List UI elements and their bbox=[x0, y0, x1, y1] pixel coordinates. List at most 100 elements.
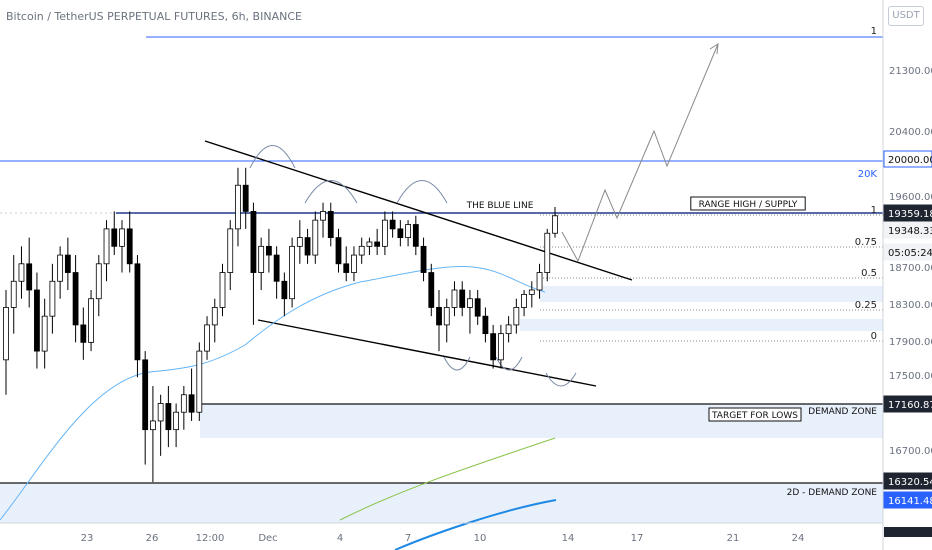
candles-layer bbox=[3, 167, 558, 483]
candle bbox=[80, 324, 87, 343]
range-high-annotation-box bbox=[690, 196, 806, 211]
price-tag: 17160.87 bbox=[888, 400, 932, 411]
candle bbox=[289, 245, 295, 300]
candle bbox=[405, 224, 411, 239]
candle bbox=[111, 228, 118, 247]
currency-button[interactable]: USDT bbox=[888, 6, 924, 26]
candle bbox=[351, 254, 357, 273]
wedge-upper-line bbox=[204, 140, 633, 281]
candle bbox=[304, 237, 311, 256]
candle bbox=[420, 245, 427, 273]
price-tag: 16320.54 bbox=[888, 477, 932, 488]
candle bbox=[397, 228, 404, 239]
candle bbox=[250, 211, 257, 273]
candle bbox=[327, 211, 334, 239]
bottom-arc bbox=[495, 356, 523, 371]
candle bbox=[296, 237, 303, 247]
demand-2d-annotation: 2D - DEMAND ZONE bbox=[787, 488, 878, 498]
bottom-arc bbox=[545, 372, 577, 387]
candle bbox=[320, 211, 326, 221]
time-tick: 24 bbox=[792, 533, 805, 544]
price-tag: 20000.00 bbox=[888, 155, 932, 166]
time-tick: 17 bbox=[631, 533, 644, 544]
demand-zone-2d bbox=[0, 483, 883, 523]
candle bbox=[196, 350, 203, 413]
price-tag-box bbox=[883, 150, 932, 168]
candle bbox=[312, 219, 319, 256]
time-tick: 7 bbox=[405, 533, 411, 544]
price-tick: 21300.00 bbox=[889, 66, 932, 77]
candle bbox=[436, 307, 442, 326]
price-tag-box bbox=[883, 204, 932, 222]
ma-light-line bbox=[0, 265, 546, 521]
candle bbox=[227, 228, 234, 273]
candle bbox=[366, 241, 373, 247]
candle bbox=[204, 324, 210, 352]
top-arc bbox=[396, 180, 448, 204]
price-tick: 19600.00 bbox=[889, 192, 932, 203]
level-20k-label: 20K bbox=[858, 169, 878, 180]
candle bbox=[211, 307, 218, 326]
price-tag-box bbox=[883, 243, 932, 261]
top-arc bbox=[249, 145, 296, 169]
price-axis: 21300.00 20400.00 19600.00 18700.00 18300.00… bbox=[882, 0, 932, 550]
fib-label: 0.5 bbox=[861, 268, 877, 279]
fib-label: 0.25 bbox=[855, 300, 877, 311]
candle bbox=[103, 228, 110, 265]
bottom-arc bbox=[443, 356, 471, 371]
candle bbox=[497, 333, 504, 361]
time-tick: 10 bbox=[474, 533, 487, 544]
candle bbox=[374, 241, 381, 247]
fib-zone-lower bbox=[520, 319, 883, 331]
candle bbox=[173, 411, 180, 431]
candle bbox=[521, 293, 527, 308]
candle bbox=[134, 263, 141, 361]
candle bbox=[544, 232, 551, 273]
candle bbox=[219, 272, 226, 308]
candle bbox=[64, 254, 71, 273]
drawings-layer: 1 0.75 0.5 0.25 0 1 20K THE BLUE LINE RANGE HIGH… bbox=[0, 26, 883, 550]
fib-label: 0.75 bbox=[855, 237, 877, 248]
top-level-label: 1 bbox=[871, 26, 877, 37]
price-tag: 16141.48 bbox=[888, 496, 932, 507]
blue-line-annotation: THE BLUE LINE bbox=[466, 201, 534, 211]
candle bbox=[552, 215, 558, 234]
candle bbox=[389, 219, 396, 230]
price-tag: 19348.33 bbox=[888, 226, 932, 237]
candle bbox=[165, 403, 172, 431]
time-tick: 12:00 bbox=[196, 533, 225, 544]
chart-title: Bitcoin / TetherUS PERPETUAL FUTURES, 6h… bbox=[6, 10, 302, 23]
candle bbox=[180, 394, 187, 413]
candle bbox=[235, 184, 241, 230]
fib-label: 0 bbox=[871, 331, 877, 342]
candle bbox=[242, 184, 249, 212]
candle bbox=[34, 289, 40, 352]
candle bbox=[412, 224, 419, 247]
candle bbox=[72, 272, 79, 326]
ma-green-line bbox=[339, 437, 556, 521]
candle bbox=[343, 263, 350, 273]
demand-zone-annotation: DEMAND ZONE bbox=[808, 407, 877, 417]
candle bbox=[57, 254, 64, 282]
price-tag-box bbox=[883, 491, 932, 509]
top-arc bbox=[304, 180, 358, 204]
candle bbox=[505, 324, 512, 335]
price-tick: 16700.00 bbox=[889, 446, 932, 457]
candle bbox=[513, 307, 520, 326]
candle bbox=[88, 298, 94, 343]
candle bbox=[119, 228, 125, 247]
fib-zone-upper bbox=[540, 286, 883, 302]
price-tick: 18300.00 bbox=[889, 300, 932, 311]
wedge-lower-line bbox=[257, 319, 597, 387]
time-tick: Dec bbox=[258, 533, 277, 544]
candle bbox=[528, 289, 535, 295]
price-tag-box bbox=[883, 472, 932, 490]
candle bbox=[258, 245, 265, 273]
projection-arrow-icon bbox=[709, 43, 719, 55]
candle bbox=[335, 237, 342, 265]
candle bbox=[3, 307, 9, 361]
candle bbox=[490, 333, 497, 361]
candle bbox=[41, 315, 48, 352]
candle bbox=[451, 289, 458, 308]
